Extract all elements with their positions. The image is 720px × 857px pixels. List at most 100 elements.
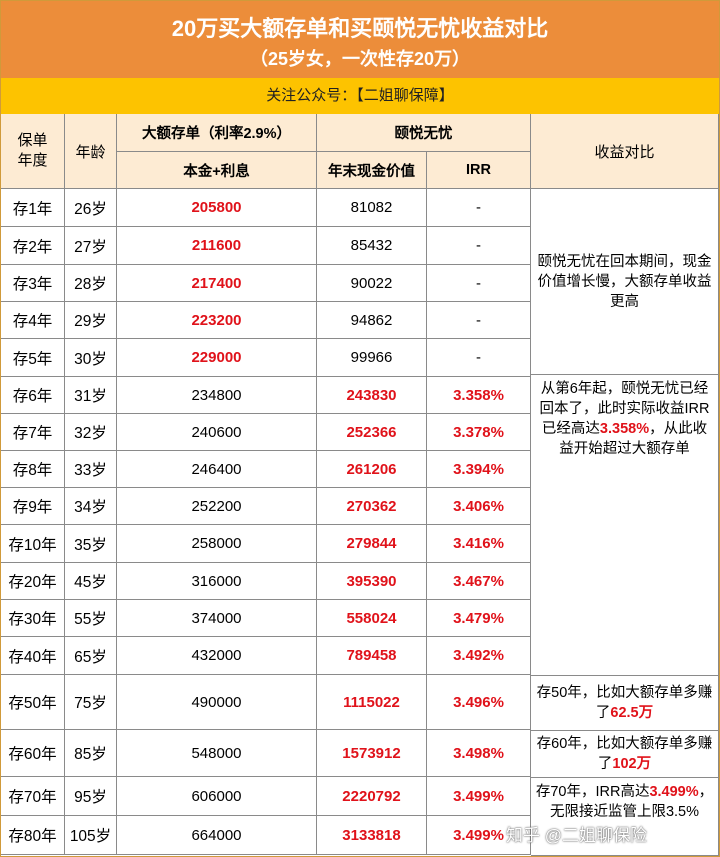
- row-policy-year: 存1年: [1, 189, 65, 227]
- row-cash-value: 2220792: [317, 777, 427, 816]
- row-cash-value: 85432: [317, 227, 427, 265]
- row-age: 95岁: [65, 777, 117, 816]
- row-age: 27岁: [65, 227, 117, 265]
- row-policy-year: 存80年: [1, 816, 65, 855]
- note-50-years-a: 存50年，比如大额存单多赚了: [536, 685, 713, 721]
- note-break-even: 从第6年起，颐悦无忧已经回本了，此时实际收益IRR已经高达3.358%，从此收益…: [531, 375, 719, 676]
- watermark: 知乎 @二姐聊保险: [506, 826, 647, 845]
- comparison-table: 保单 年度 年龄 大额存单（利率2.9%） 本金+利息 颐悦无忧 年末现金价值 …: [1, 114, 719, 856]
- row-age: 105岁: [65, 816, 117, 855]
- header-age: 年龄: [65, 114, 117, 189]
- row-policy-year: 存7年: [1, 414, 65, 451]
- note-break-even-text: 从第6年起，颐悦无忧已经回本了，此时实际收益IRR已经高达3.358%，从此收益…: [535, 379, 714, 459]
- row-cash-value: 558024: [317, 600, 427, 637]
- note-early-years: 颐悦无忧在回本期间，现金价值增长慢，大额存单收益更高: [531, 189, 719, 375]
- row-age: 85岁: [65, 730, 117, 777]
- header-deposit-principal-interest: 本金+利息: [117, 152, 317, 189]
- row-policy-year: 存4年: [1, 302, 65, 339]
- row-irr: 3.378%: [427, 414, 531, 451]
- row-cash-value: 1573912: [317, 730, 427, 777]
- row-deposit-value: 223200: [117, 302, 317, 339]
- row-policy-year: 存10年: [1, 525, 65, 563]
- row-cash-value: 395390: [317, 563, 427, 600]
- row-age: 29岁: [65, 302, 117, 339]
- row-irr: 3.492%: [427, 637, 531, 675]
- row-policy-year: 存8年: [1, 451, 65, 488]
- title-banner: 20万买大额存单和买颐悦无忧收益对比 （25岁女，一次性存20万）: [1, 1, 719, 78]
- row-irr: -: [427, 189, 531, 227]
- row-deposit-value: 374000: [117, 600, 317, 637]
- row-policy-year: 存50年: [1, 675, 65, 730]
- row-age: 30岁: [65, 339, 117, 377]
- row-irr: 3.358%: [427, 377, 531, 414]
- row-irr: 3.406%: [427, 488, 531, 525]
- follow-banner: 关注公众号：【二姐聊保障】: [1, 78, 719, 114]
- row-irr: -: [427, 227, 531, 265]
- row-irr: 3.467%: [427, 563, 531, 600]
- row-irr: 3.496%: [427, 675, 531, 730]
- note-break-even-c: ，从此收益开始超过大额存单: [559, 421, 708, 457]
- row-deposit-value: 664000: [117, 816, 317, 855]
- row-policy-year: 存3年: [1, 265, 65, 302]
- row-irr: -: [427, 339, 531, 377]
- row-deposit-value: 252200: [117, 488, 317, 525]
- row-irr: 3.498%: [427, 730, 531, 777]
- row-deposit-value: 316000: [117, 563, 317, 600]
- row-cash-value: 94862: [317, 302, 427, 339]
- row-deposit-value: 490000: [117, 675, 317, 730]
- header-policy-year: 保单 年度: [1, 114, 65, 189]
- row-policy-year: 存5年: [1, 339, 65, 377]
- row-policy-year: 存70年: [1, 777, 65, 816]
- row-deposit-value: 246400: [117, 451, 317, 488]
- note-50-years-amount: 62.5万: [610, 705, 654, 721]
- row-deposit-value: 234800: [117, 377, 317, 414]
- note-60-years-a: 存60年，比如大额存单多赚了: [536, 736, 713, 772]
- row-irr: -: [427, 302, 531, 339]
- row-cash-value: 261206: [317, 451, 427, 488]
- page-subtitle: （25岁女，一次性存20万）: [249, 49, 471, 69]
- row-cash-value: 270362: [317, 488, 427, 525]
- row-irr: 3.416%: [427, 525, 531, 563]
- row-policy-year: 存20年: [1, 563, 65, 600]
- row-age: 45岁: [65, 563, 117, 600]
- note-70-years: 存70年，IRR高达3.499%，无限接近监管上限3.5%: [531, 778, 719, 856]
- header-product-group: 颐悦无忧: [317, 114, 531, 152]
- note-60-years-amount: 102万: [612, 756, 652, 772]
- row-age: 32岁: [65, 414, 117, 451]
- note-70-years-irr: 3.499%: [649, 784, 699, 800]
- row-age: 34岁: [65, 488, 117, 525]
- row-deposit-value: 606000: [117, 777, 317, 816]
- page-title: 20万买大额存单和买颐悦无忧收益对比: [171, 16, 549, 41]
- row-irr: 3.499%: [427, 777, 531, 816]
- note-early-years-text: 颐悦无忧在回本期间，现金价值增长慢，大额存单收益更高: [537, 253, 712, 310]
- row-age: 26岁: [65, 189, 117, 227]
- note-50-years: 存50年，比如大额存单多赚了62.5万: [531, 676, 719, 731]
- header-irr: IRR: [427, 152, 531, 189]
- row-policy-year: 存60年: [1, 730, 65, 777]
- row-irr: 3.499%: [427, 816, 531, 855]
- note-70-years-text: 存70年，IRR高达3.499%，无限接近监管上限3.5%: [535, 782, 714, 822]
- row-age: 31岁: [65, 377, 117, 414]
- row-deposit-value: 240600: [117, 414, 317, 451]
- note-70-years-c: ，无限接近监管上限3.5%: [549, 784, 714, 820]
- row-cash-value: 99966: [317, 339, 427, 377]
- note-60-years: 存60年，比如大额存单多赚了102万: [531, 731, 719, 778]
- row-cash-value: 243830: [317, 377, 427, 414]
- row-policy-year: 存9年: [1, 488, 65, 525]
- row-cash-value: 1115022: [317, 675, 427, 730]
- header-deposit-group: 大额存单（利率2.9%）: [117, 114, 317, 152]
- row-deposit-value: 229000: [117, 339, 317, 377]
- row-age: 33岁: [65, 451, 117, 488]
- row-age: 65岁: [65, 637, 117, 675]
- header-cash-value: 年末现金价值: [317, 152, 427, 189]
- note-70-years-a: 存70年，IRR高达: [535, 784, 650, 800]
- row-age: 75岁: [65, 675, 117, 730]
- note-60-years-text: 存60年，比如大额存单多赚了102万: [535, 734, 714, 774]
- row-deposit-value: 211600: [117, 227, 317, 265]
- row-deposit-value: 205800: [117, 189, 317, 227]
- row-irr: -: [427, 265, 531, 302]
- row-age: 28岁: [65, 265, 117, 302]
- row-deposit-value: 258000: [117, 525, 317, 563]
- row-policy-year: 存2年: [1, 227, 65, 265]
